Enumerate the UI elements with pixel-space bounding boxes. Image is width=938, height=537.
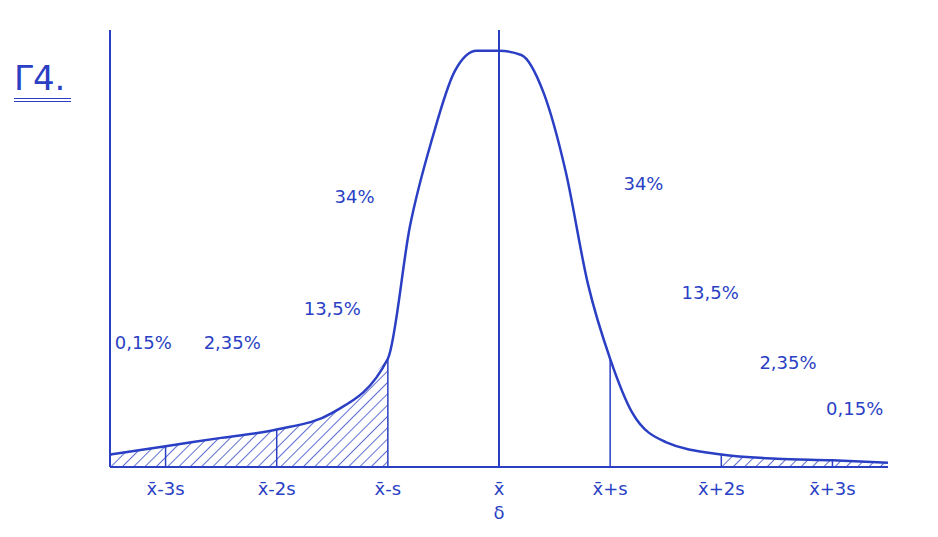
svg-text:13,5%: 13,5% [304, 298, 361, 319]
svg-text:0,15%: 0,15% [115, 332, 172, 353]
svg-text:x̄+s: x̄+s [593, 478, 628, 499]
svg-text:x̄-3s: x̄-3s [147, 478, 185, 499]
svg-text:13,5%: 13,5% [682, 282, 739, 303]
svg-text:0,15%: 0,15% [826, 398, 883, 419]
svg-text:34%: 34% [623, 173, 663, 194]
svg-text:x̄+3s: x̄+3s [809, 478, 856, 499]
svg-text:2,35%: 2,35% [204, 332, 261, 353]
svg-text:x̄: x̄ [494, 478, 505, 499]
svg-text:x̄+2s: x̄+2s [698, 478, 745, 499]
svg-text:34%: 34% [335, 186, 375, 207]
svg-text:x̄-2s: x̄-2s [258, 478, 296, 499]
svg-text:2,35%: 2,35% [759, 352, 816, 373]
svg-text:δ: δ [493, 502, 504, 523]
svg-text:x̄-s: x̄-s [375, 478, 402, 499]
html-text:Γ4.: Γ4. [14, 58, 66, 98]
